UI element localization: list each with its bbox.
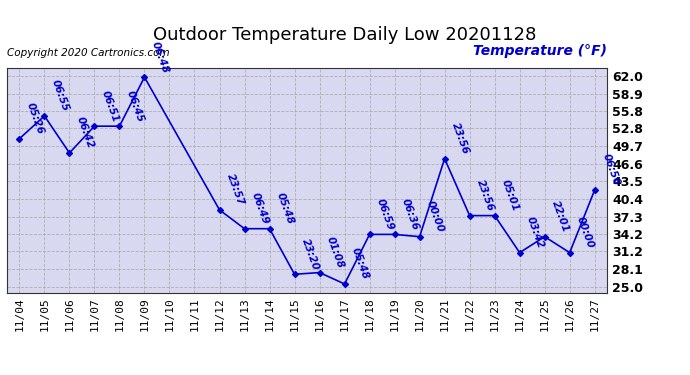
- Text: 06:56: 06:56: [600, 153, 621, 187]
- Text: 06:59: 06:59: [375, 197, 396, 232]
- Text: 22:01: 22:01: [550, 200, 571, 234]
- Text: Copyright 2020 Cartronics.com: Copyright 2020 Cartronics.com: [7, 48, 170, 58]
- Text: 05:01: 05:01: [500, 178, 521, 213]
- Text: 23:20: 23:20: [300, 237, 321, 272]
- Text: 06:42: 06:42: [75, 116, 96, 150]
- Text: 06:49: 06:49: [250, 191, 270, 226]
- Text: 23:56: 23:56: [450, 122, 471, 156]
- Text: 05:26: 05:26: [25, 101, 46, 136]
- Text: 06:45: 06:45: [125, 89, 146, 123]
- Text: 06:36: 06:36: [400, 197, 421, 232]
- Text: 06:51: 06:51: [100, 89, 121, 123]
- Text: 00:00: 00:00: [575, 215, 596, 250]
- Text: 03:42: 03:42: [525, 215, 546, 250]
- Text: 00:00: 00:00: [425, 200, 446, 234]
- Text: 06:48: 06:48: [150, 40, 170, 74]
- Text: 05:48: 05:48: [350, 247, 371, 281]
- Text: Temperature (°F): Temperature (°F): [473, 45, 607, 58]
- Text: 05:48: 05:48: [275, 191, 296, 226]
- Text: 01:08: 01:08: [325, 235, 346, 270]
- Text: 06:55: 06:55: [50, 79, 70, 113]
- Text: 23:56: 23:56: [475, 178, 496, 213]
- Text: 23:57: 23:57: [225, 172, 246, 207]
- Text: Outdoor Temperature Daily Low 20201128: Outdoor Temperature Daily Low 20201128: [153, 26, 537, 44]
